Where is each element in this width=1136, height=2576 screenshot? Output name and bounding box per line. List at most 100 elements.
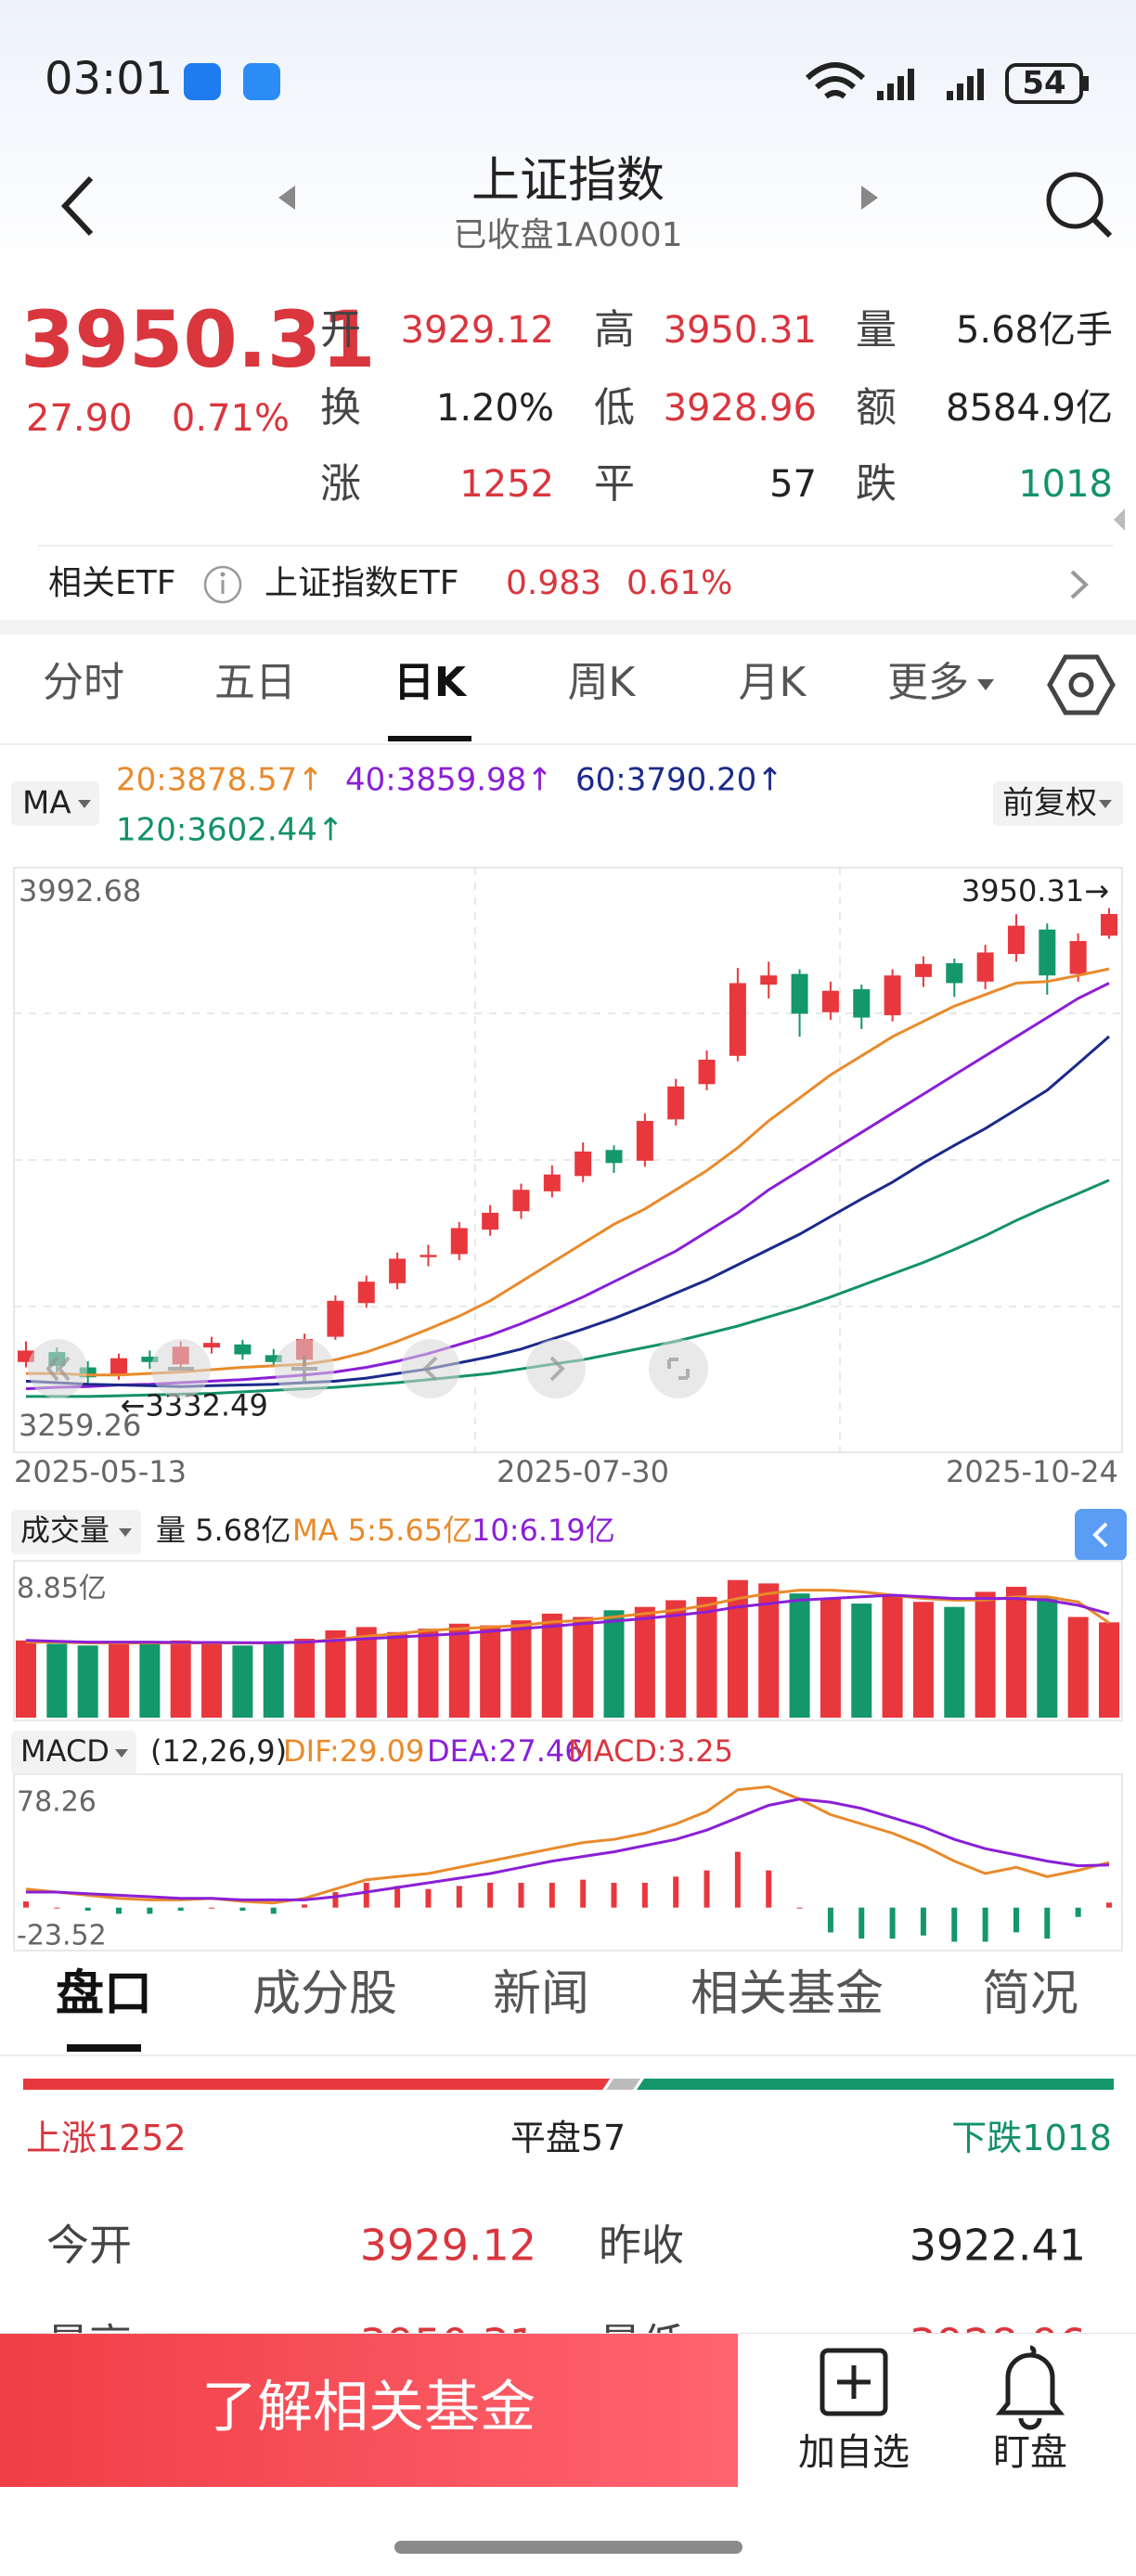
period-tab[interactable]: 更多 — [887, 659, 969, 706]
next-button[interactable] — [861, 186, 878, 210]
macd-bar — [1013, 1907, 1019, 1933]
settings-icon-core — [1068, 672, 1094, 698]
section-tab[interactable]: 简况 — [982, 1966, 1078, 2022]
period-tab[interactable]: 分时 — [43, 659, 124, 706]
etf-chevron[interactable] — [1070, 570, 1089, 599]
adjust-select[interactable] — [993, 781, 1123, 826]
section-tab[interactable]: 新闻 — [493, 1966, 589, 2022]
section-tab[interactable]: 盘口 — [56, 1966, 152, 2022]
ma-legend: 40:3859.98↑ — [345, 762, 553, 799]
wifi-icon — [805, 62, 866, 99]
macd-bar — [1106, 1902, 1112, 1908]
volume-bar — [46, 1643, 68, 1718]
candle-body — [698, 1059, 716, 1085]
macd-bar — [116, 1907, 123, 1914]
volume-bar — [912, 1602, 934, 1718]
stat-value: 3928.96 — [664, 387, 817, 430]
volume-bar — [665, 1600, 687, 1718]
stat-label: 高 — [594, 306, 635, 354]
volume-bar — [139, 1643, 161, 1718]
macd-bar — [456, 1886, 462, 1908]
detail-value: 3929.12 — [360, 2221, 536, 2271]
macd-bar — [239, 1907, 246, 1912]
macd-bar — [1075, 1907, 1081, 1917]
volume-frame — [13, 1560, 1123, 1721]
ma-line — [25, 1035, 1110, 1388]
volume-bar — [541, 1613, 562, 1718]
indicator-select[interactable] — [11, 781, 99, 826]
macd-bar — [177, 1907, 184, 1912]
volume-legend: MA 5:5.65亿 — [292, 1513, 472, 1548]
dropdown-arrow — [119, 1528, 132, 1537]
y-tick-label: -23.52 — [17, 1920, 107, 1952]
status-icon — [243, 63, 280, 100]
search-button[interactable] — [1046, 172, 1104, 229]
back-button[interactable] — [60, 175, 94, 237]
candle-body — [821, 990, 839, 1012]
candle-body — [327, 1300, 344, 1337]
volume-bar — [573, 1616, 594, 1718]
control-button[interactable] — [649, 1339, 708, 1398]
add-watchlist-icon[interactable] — [820, 2348, 888, 2416]
macd-legend: DIF:29.09 — [283, 1733, 424, 1769]
dropdown-arrow — [78, 800, 91, 808]
ma-line — [26, 967, 1110, 1377]
x-axis-label: 2025-07-30 — [497, 1454, 669, 1489]
control-button[interactable] — [401, 1339, 460, 1398]
breadth-label: 上涨 — [26, 2118, 97, 2158]
control-button[interactable] — [526, 1339, 586, 1398]
prev-button[interactable] — [278, 186, 295, 210]
candle-body — [1069, 941, 1087, 974]
info-icon[interactable] — [203, 565, 242, 604]
stat-value: 8584.9亿 — [946, 387, 1113, 430]
volume-bar — [1037, 1596, 1058, 1718]
breadth-up-text: 上涨1252 — [26, 2118, 187, 2158]
high-annotation: 3950.31→ — [962, 873, 1109, 908]
candle-body — [1007, 925, 1025, 955]
y-tick-label: 78.26 — [17, 1786, 97, 1819]
volume-bar — [696, 1596, 717, 1718]
settings-icon[interactable] — [1047, 654, 1116, 715]
chart-settings[interactable] — [1047, 654, 1116, 715]
volume-title: 成交量 — [20, 1513, 110, 1548]
section-tab[interactable]: 相关基金 — [691, 1966, 884, 2022]
add-watchlist-label[interactable]: 加自选 — [798, 2431, 910, 2474]
section-tab[interactable]: 成分股 — [252, 1966, 397, 2022]
volume-bar — [882, 1595, 903, 1718]
macd-title: MACD — [20, 1733, 110, 1769]
y-tick-label: 8.85亿 — [17, 1573, 107, 1605]
macd-select[interactable] — [11, 1731, 136, 1775]
volume-bar — [820, 1598, 841, 1718]
volume-select[interactable] — [11, 1510, 141, 1554]
period-tab[interactable]: 周K — [568, 659, 637, 706]
etf-name: 上证指数ETF — [265, 564, 458, 602]
detail-label: 昨收 — [599, 2221, 684, 2271]
macd-params: (12,26,9) — [150, 1733, 287, 1769]
candle-body — [605, 1150, 623, 1164]
market-breadth: 上涨1252 平盘57 下跌1018 — [23, 2079, 1114, 2158]
watch-label[interactable]: 盯盘 — [993, 2431, 1067, 2474]
breadth-down — [636, 2079, 1114, 2090]
macd-bar — [147, 1907, 153, 1914]
period-tab[interactable]: 月K — [739, 659, 807, 706]
volume-bar — [294, 1639, 316, 1718]
home-indicator — [394, 2541, 742, 2554]
etf-row[interactable]: 相关ETF 上证指数ETF 0.983 0.61% — [48, 564, 1089, 604]
dropdown-arrow — [1099, 800, 1112, 808]
candle-body — [729, 983, 746, 1056]
stat-label: 平 — [594, 460, 635, 508]
period-tab[interactable]: 日K — [394, 659, 468, 706]
period-tab[interactable]: 五日 — [214, 659, 296, 706]
candle-body — [976, 952, 994, 982]
plus-sign — [837, 2365, 871, 2399]
volume-bar — [170, 1640, 191, 1718]
macd-bar — [858, 1907, 865, 1939]
tab-underline — [388, 736, 471, 741]
status-icon — [184, 63, 221, 100]
primary-button[interactable] — [0, 2334, 738, 2487]
side-panel-toggle[interactable] — [1075, 1509, 1127, 1561]
candle-body — [265, 1355, 282, 1362]
watch-icon[interactable] — [995, 2345, 1065, 2430]
candle-body — [110, 1358, 128, 1375]
detail-value: 3922.41 — [910, 2221, 1086, 2271]
